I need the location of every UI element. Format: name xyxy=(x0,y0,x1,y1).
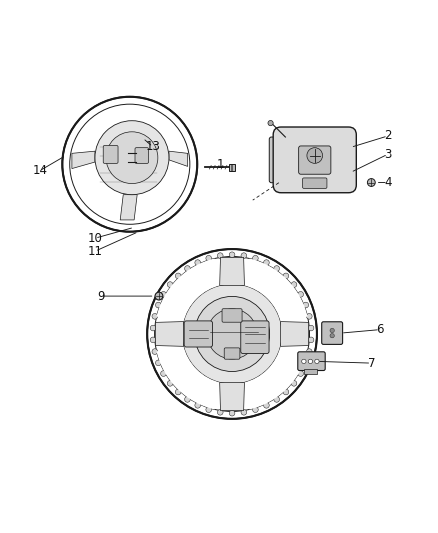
Circle shape xyxy=(291,381,297,386)
Circle shape xyxy=(147,249,317,419)
Circle shape xyxy=(330,328,334,333)
Circle shape xyxy=(150,325,156,331)
Text: 10: 10 xyxy=(88,232,102,245)
Circle shape xyxy=(206,407,212,413)
Circle shape xyxy=(152,349,158,354)
Polygon shape xyxy=(220,257,244,286)
Circle shape xyxy=(217,253,223,259)
Circle shape xyxy=(217,409,223,415)
Circle shape xyxy=(95,120,169,195)
Circle shape xyxy=(274,397,279,402)
Circle shape xyxy=(195,260,201,265)
Circle shape xyxy=(152,313,158,319)
Circle shape xyxy=(291,282,297,287)
Polygon shape xyxy=(281,321,309,346)
Wedge shape xyxy=(156,345,221,409)
Text: 9: 9 xyxy=(97,289,104,303)
Circle shape xyxy=(308,325,314,331)
FancyBboxPatch shape xyxy=(322,322,343,344)
FancyBboxPatch shape xyxy=(224,348,240,359)
Circle shape xyxy=(175,273,181,279)
Circle shape xyxy=(175,389,181,395)
Circle shape xyxy=(298,292,304,297)
Text: 1: 1 xyxy=(216,158,224,171)
Polygon shape xyxy=(169,151,187,166)
Circle shape xyxy=(241,253,247,259)
Circle shape xyxy=(241,409,247,415)
Text: 4: 4 xyxy=(384,176,392,189)
FancyBboxPatch shape xyxy=(269,137,285,183)
Polygon shape xyxy=(72,151,95,168)
Wedge shape xyxy=(244,345,307,409)
Polygon shape xyxy=(220,383,244,410)
Circle shape xyxy=(150,337,156,343)
Circle shape xyxy=(194,296,270,372)
Circle shape xyxy=(161,292,166,297)
Wedge shape xyxy=(156,259,221,322)
Circle shape xyxy=(155,302,161,308)
Circle shape xyxy=(308,359,313,364)
Circle shape xyxy=(268,120,273,126)
FancyBboxPatch shape xyxy=(222,309,242,322)
FancyBboxPatch shape xyxy=(229,164,235,171)
Circle shape xyxy=(195,402,201,408)
Circle shape xyxy=(253,407,258,413)
Circle shape xyxy=(303,360,309,366)
Text: 6: 6 xyxy=(376,323,384,336)
Circle shape xyxy=(184,397,190,402)
Text: 11: 11 xyxy=(88,245,102,258)
Circle shape xyxy=(206,255,212,261)
FancyBboxPatch shape xyxy=(298,352,325,370)
Circle shape xyxy=(155,292,163,300)
FancyBboxPatch shape xyxy=(135,148,148,163)
Circle shape xyxy=(155,360,161,366)
FancyBboxPatch shape xyxy=(304,369,317,374)
Circle shape xyxy=(283,389,289,395)
FancyBboxPatch shape xyxy=(103,146,118,163)
Text: 13: 13 xyxy=(145,140,160,154)
FancyBboxPatch shape xyxy=(241,321,269,353)
Circle shape xyxy=(302,359,306,364)
Circle shape xyxy=(308,337,314,343)
Circle shape xyxy=(207,309,257,359)
FancyBboxPatch shape xyxy=(299,146,331,174)
Circle shape xyxy=(307,313,312,319)
Text: 7: 7 xyxy=(367,357,375,369)
Circle shape xyxy=(274,265,279,271)
Circle shape xyxy=(307,148,322,163)
Circle shape xyxy=(330,334,334,338)
Circle shape xyxy=(184,265,190,271)
Circle shape xyxy=(167,381,173,386)
Text: 3: 3 xyxy=(384,148,392,161)
Circle shape xyxy=(303,302,309,308)
Circle shape xyxy=(315,359,319,364)
Circle shape xyxy=(182,284,282,384)
Polygon shape xyxy=(155,321,184,346)
FancyBboxPatch shape xyxy=(184,321,212,347)
Circle shape xyxy=(307,349,312,354)
Circle shape xyxy=(283,273,289,279)
Wedge shape xyxy=(244,259,307,322)
Text: 14: 14 xyxy=(32,164,47,177)
FancyBboxPatch shape xyxy=(273,127,356,193)
Circle shape xyxy=(161,371,166,376)
Circle shape xyxy=(106,132,158,183)
Circle shape xyxy=(229,252,235,257)
Circle shape xyxy=(367,179,375,187)
FancyBboxPatch shape xyxy=(303,178,327,188)
Circle shape xyxy=(264,402,269,408)
Circle shape xyxy=(298,371,304,376)
Circle shape xyxy=(62,97,197,232)
Circle shape xyxy=(253,255,258,261)
Circle shape xyxy=(264,260,269,265)
Polygon shape xyxy=(120,195,137,220)
Circle shape xyxy=(229,410,235,416)
Text: 2: 2 xyxy=(384,130,392,142)
Circle shape xyxy=(167,282,173,287)
